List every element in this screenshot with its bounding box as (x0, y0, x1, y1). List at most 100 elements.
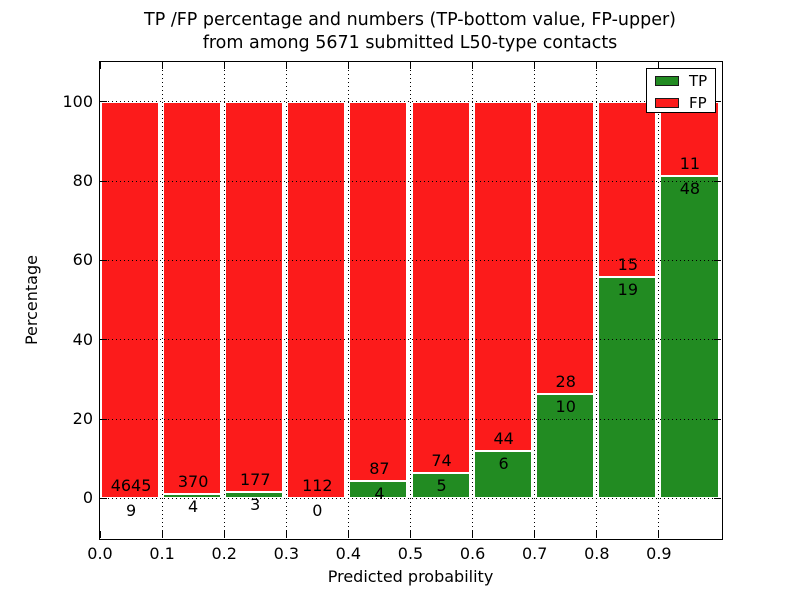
fp-count-label: 15 (617, 254, 639, 274)
x-tick-label: 0.4 (335, 544, 362, 563)
gridline-horizontal (100, 259, 721, 261)
tp-count-label: 9 (125, 500, 137, 520)
gridline-vertical (161, 62, 163, 538)
tp-legend-swatch (655, 76, 679, 86)
x-tick-mark-bottom (658, 531, 660, 538)
x-tick-mark-top (658, 62, 660, 69)
y-tick-mark-left (100, 259, 107, 261)
tp-count-label: 4 (374, 483, 385, 503)
tp-bar-segment (473, 450, 532, 499)
x-tick-label: 0.2 (211, 544, 237, 563)
x-tick-mark-bottom (223, 531, 225, 538)
y-tick-mark-right (714, 339, 721, 341)
tp-count-label: 4 (188, 497, 199, 517)
gridline-vertical (347, 62, 349, 538)
gridline-horizontal (100, 101, 721, 103)
x-tick-mark-bottom (534, 531, 536, 538)
fp-count-label: 4645 (110, 475, 152, 495)
tp-count-label: 19 (617, 279, 639, 299)
tp-count-label: 5 (436, 476, 447, 496)
tp-bar-segment (659, 175, 720, 499)
gridline-horizontal (100, 497, 721, 499)
x-tick-mark-top (285, 62, 287, 69)
x-axis-label: Predicted probability (327, 567, 494, 586)
y-tick-mark-left (100, 180, 107, 182)
chart-title-line-2: from among 5671 submitted L50-type conta… (202, 33, 618, 53)
gridline-vertical (223, 62, 225, 538)
y-tick-mark-left (100, 497, 107, 499)
gridline-vertical (472, 62, 474, 538)
tp-bar-segment (411, 473, 470, 499)
y-tick-label: 40 (72, 329, 93, 349)
tp-count-label: 3 (250, 494, 261, 514)
x-tick-label: 0.0 (87, 544, 113, 563)
fp-bar-segment (473, 101, 532, 451)
gridline-horizontal (100, 180, 721, 182)
gridline-vertical (658, 62, 660, 538)
x-tick-mark-top (223, 62, 225, 69)
x-tick-mark-top (99, 62, 101, 69)
x-tick-mark-top (472, 62, 474, 69)
x-tick-label: 0.1 (149, 544, 175, 563)
y-tick-mark-left (100, 339, 107, 341)
fp-count-label: 370 (177, 472, 209, 492)
fp-bar-segment (287, 101, 346, 499)
y-tick-label: 80 (72, 171, 93, 190)
tp-count-label: 0 (312, 501, 323, 521)
x-tick-mark-bottom (596, 531, 598, 538)
x-tick-mark-bottom (410, 531, 411, 538)
x-tick-label: 0.9 (646, 544, 672, 563)
legend: TP FP (646, 68, 716, 113)
x-tick-mark-bottom (99, 531, 101, 538)
y-tick-label: 0 (82, 488, 93, 508)
y-axis-label: Percentage (22, 255, 41, 346)
tp-count-label: 10 (555, 396, 576, 416)
fp-count-label: 112 (302, 476, 333, 496)
y-tick-mark-right (714, 259, 721, 261)
tp-bar-segment (163, 494, 222, 499)
tp-bar-segment (535, 393, 594, 499)
y-tick-mark-left (100, 101, 107, 103)
tp-bar-segment (349, 480, 408, 499)
x-tick-label: 0.8 (584, 544, 610, 563)
fp-count-label: 87 (369, 458, 390, 478)
y-tick-mark-right (714, 180, 721, 182)
gridline-vertical (285, 62, 287, 538)
x-tick-label: 0.5 (397, 544, 424, 563)
y-tick-label: 60 (72, 250, 93, 270)
gridline-vertical (596, 62, 598, 538)
fp-bar-segment (535, 101, 594, 394)
fp-count-label: 44 (493, 428, 514, 448)
x-tick-mark-bottom (285, 531, 287, 538)
tp-bar-segment (597, 276, 656, 499)
fp-bar-segment (225, 101, 284, 492)
x-tick-mark-top (534, 62, 536, 69)
x-tick-label: 0.6 (459, 544, 486, 563)
x-tick-label: 0.7 (521, 544, 548, 563)
gridline-vertical (410, 62, 411, 538)
fp-count-label: 177 (239, 469, 271, 489)
y-tick-mark-left (100, 418, 107, 420)
x-tick-mark-top (410, 62, 411, 69)
gridline-horizontal (100, 418, 721, 420)
chart-title-line-1: TP /FP percentage and numbers (TP-bottom… (144, 10, 676, 30)
y-tick-label: 100 (62, 91, 93, 111)
fp-bar-segment (349, 101, 408, 481)
x-tick-mark-bottom (161, 531, 163, 538)
legend-item-tp: TP (647, 72, 715, 91)
x-tick-mark-top (347, 62, 349, 69)
fp-count-label: 28 (555, 371, 576, 391)
x-tick-mark-top (596, 62, 598, 69)
x-tick-mark-bottom (347, 531, 349, 538)
tp-count-label: 6 (498, 453, 509, 473)
gridline-vertical (534, 62, 536, 538)
y-tick-mark-right (714, 418, 721, 420)
y-tick-mark-right (714, 101, 721, 103)
tp-count-label: 48 (679, 178, 701, 198)
fp-bar-segment (163, 101, 222, 495)
fp-bar-segment (597, 101, 656, 277)
fp-legend-swatch (655, 98, 679, 108)
x-tick-mark-bottom (472, 531, 474, 538)
legend-item-fp: FP (647, 94, 715, 113)
